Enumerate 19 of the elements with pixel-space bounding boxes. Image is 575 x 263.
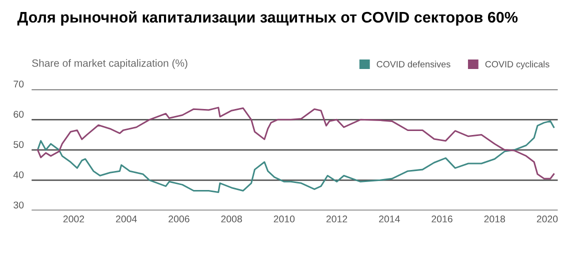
x-tick-label: 2012 (326, 216, 348, 222)
y-tick-label: 30 (14, 202, 24, 208)
legend-label: COVID defensives (376, 60, 450, 68)
y-tick-label: 70 (14, 80, 24, 88)
y-tick-label: 40 (13, 171, 24, 178)
x-tick-label: 2016 (432, 216, 452, 222)
x-tick-label: 2014 (379, 216, 400, 222)
y-tick-label: 60 (14, 110, 24, 118)
x-tick-label: 2008 (221, 216, 242, 222)
x-tick-label: 2018 (484, 216, 506, 222)
chart-title: Доля рыночной капитализации защитных от COVID секторов 60% (17, 11, 518, 26)
legend-label: COVID cyclicals (485, 60, 550, 70)
x-tick-label: 2020 (536, 216, 558, 222)
x-tick-label: 2004 (116, 216, 137, 222)
y-axis-title: Share of market capitalization (%) (32, 59, 188, 69)
y-tick-label: 50 (14, 141, 24, 148)
x-tick-label: 2002 (63, 216, 84, 222)
x-tick-label: 2006 (168, 216, 190, 222)
x-tick-label: 2010 (274, 216, 295, 222)
